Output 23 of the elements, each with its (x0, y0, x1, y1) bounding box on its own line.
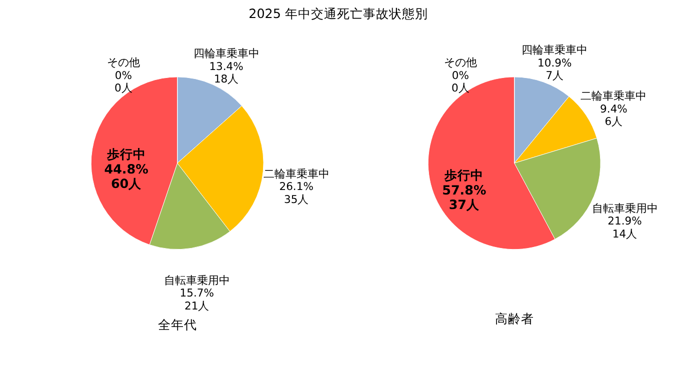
text: 高齢者 (494, 310, 534, 327)
data-label: 57.8% 37人 (442, 183, 486, 214)
data-label: 10.9% 7人 (538, 56, 572, 82)
data-label: 26.1% 35人 (279, 180, 314, 206)
data-label: 9.4% 6人 (600, 102, 628, 128)
category-label: その他 (106, 56, 140, 70)
slice-label: 二輪車乗車中 (263, 167, 330, 180)
data-label: 13.4% 18人 (209, 60, 244, 86)
text: 全年代 (158, 318, 197, 334)
text: 0% 0人 (452, 68, 470, 95)
slice-label: 歩行中 (106, 148, 146, 163)
text: 0% 0人 (114, 68, 132, 95)
chart-title: 2025 年中交通死亡事故状態別 (248, 6, 428, 22)
slice-label: 四輪車乗車中 (193, 47, 260, 60)
category-label: その他 (444, 56, 477, 70)
slice-label: 四輪車乗車中 (522, 44, 588, 57)
slice-label: 二輪車乗車中 (580, 90, 647, 103)
data-label: 44.8% 60人 (104, 162, 149, 192)
slice-label: 自転車乗用中 (164, 274, 230, 288)
slice-label: 歩行中 (444, 168, 484, 184)
data-label: 15.7% 21人 (180, 286, 214, 312)
data-label: 21.9% 14人 (608, 214, 642, 240)
slice-label: 自転車乗用中 (592, 202, 658, 215)
